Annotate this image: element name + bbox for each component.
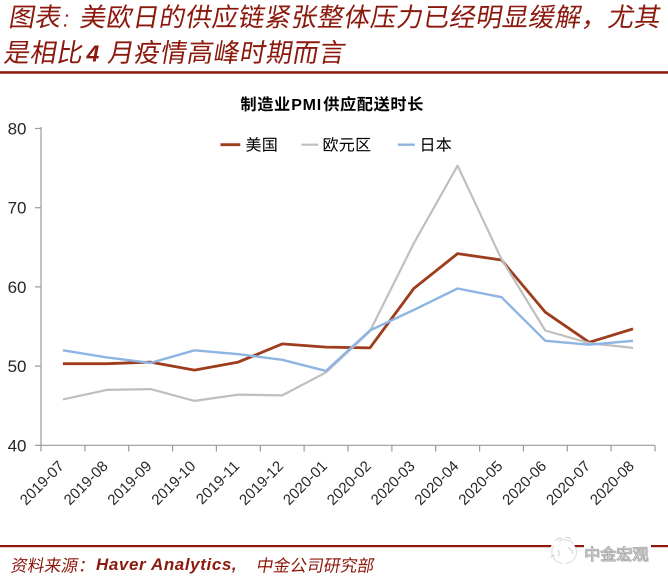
svg-text::: :: [63, 6, 69, 31]
svg-text:50: 50: [8, 357, 27, 376]
svg-text:70: 70: [8, 199, 27, 218]
svg-text:4: 4: [86, 41, 100, 67]
svg-text:80: 80: [8, 120, 27, 139]
svg-text:Haver Analytics,: Haver Analytics,: [96, 555, 237, 574]
svg-text:60: 60: [8, 278, 27, 297]
svg-text:PMI: PMI: [291, 97, 322, 114]
svg-text:40: 40: [8, 436, 27, 455]
